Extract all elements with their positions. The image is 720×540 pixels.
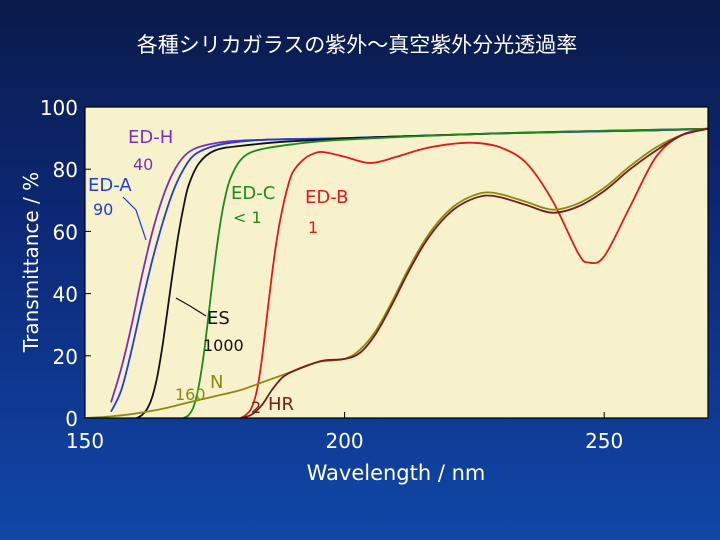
annotation-hr-value: 2	[251, 398, 261, 417]
annotation-hr-name: HR	[268, 394, 294, 415]
annotation-ed-c-name: ED-C	[231, 183, 275, 204]
y-axis-label: Transmittance / %	[19, 172, 43, 353]
y-tick-label: 80	[53, 158, 78, 182]
series-line-ed-c	[183, 127, 709, 419]
y-tick-label: 20	[53, 345, 78, 369]
annotation-es-name: ES	[207, 308, 230, 329]
x-tick-label: 150	[66, 429, 104, 453]
series-line-n	[84, 127, 709, 419]
series-line-ed-b	[240, 127, 709, 419]
y-tick-label: 0	[65, 407, 78, 431]
annotation-ed-b-name: ED-B	[305, 187, 348, 208]
es-leader	[175, 297, 207, 317]
plot-frame	[84, 106, 709, 419]
annotation-ed-h-value: 40	[133, 155, 153, 174]
annotation-ed-c-value: < 1	[233, 208, 262, 227]
annotation-ed-a-name: ED-A	[88, 175, 132, 196]
series-line-hr	[240, 127, 709, 419]
plot-area	[85, 107, 708, 418]
y-tick-label: 60	[53, 220, 78, 244]
ed-a-leader	[122, 196, 147, 241]
x-tick-label: 200	[325, 429, 363, 453]
x-axis-label: Wavelength / nm	[307, 461, 486, 485]
y-tick-label: 40	[53, 283, 78, 307]
axes-layer: 0 20 40 60 80 100 150 200 250	[40, 96, 623, 453]
annotation-es-value: 1000	[203, 336, 244, 355]
x-tick-label: 250	[585, 429, 623, 453]
y-tick-label: 100	[40, 96, 78, 120]
series-layer	[84, 127, 709, 419]
chart-title: 各種シリカガラスの紫外～真空紫外分光透過率	[137, 33, 578, 57]
annotation-n-value: 160	[175, 385, 206, 404]
annotation-n-name: N	[210, 372, 223, 393]
annotation-ed-a-value: 90	[93, 200, 113, 219]
annotation-ed-h-name: ED-H	[128, 127, 173, 148]
annotation-ed-b-value: 1	[308, 218, 318, 237]
